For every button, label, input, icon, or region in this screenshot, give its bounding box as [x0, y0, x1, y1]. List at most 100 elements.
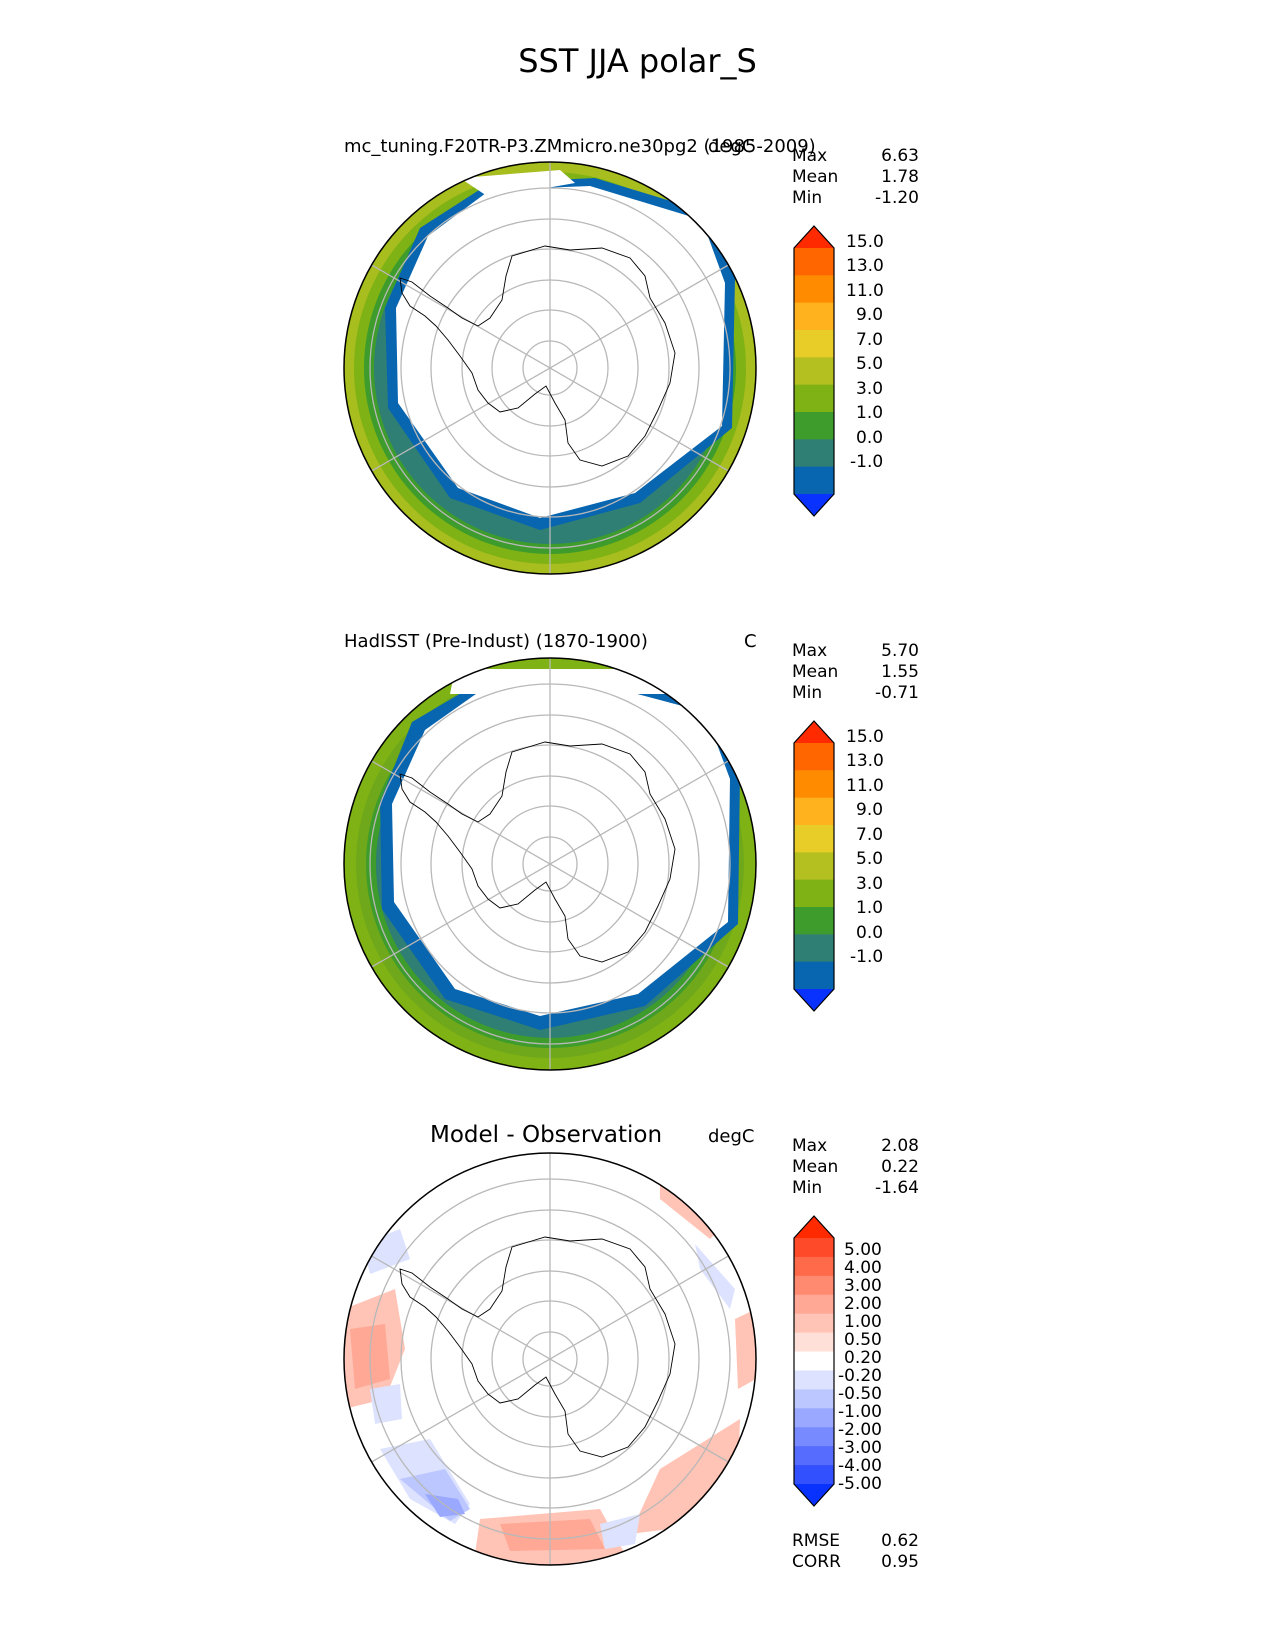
colorbar-tick-label: -1.0 — [850, 452, 884, 472]
panel-2-stats: Max 5.70 Mean 1.55 Min -0.71 — [792, 641, 919, 704]
colorbar-band — [794, 1313, 834, 1334]
panel-1-polar-map — [343, 161, 757, 575]
colorbar-band — [794, 1446, 834, 1466]
diff-anomaly-negative — [370, 1384, 402, 1424]
stat-label: Max — [792, 146, 828, 166]
colorbar-tick-label: 3.00 — [844, 1276, 882, 1296]
panel-2-polar-map — [343, 657, 757, 1071]
panel-3-polar-map — [343, 1152, 757, 1566]
colorbar-tick-label: 4.00 — [844, 1258, 882, 1278]
colorbar-band — [794, 961, 834, 990]
colorbar-band — [794, 302, 834, 331]
stat-value: 1.55 — [881, 662, 919, 682]
colorbar-band — [794, 1408, 834, 1428]
stat-label: Min — [792, 1178, 823, 1198]
stat-label: Mean — [792, 662, 839, 682]
colorbar-band — [794, 934, 834, 963]
map-boundary — [343, 657, 757, 1071]
colorbar-tick-label: 13.0 — [846, 751, 884, 771]
colorbar-tick-label: 7.0 — [856, 825, 884, 845]
panel-2-colorbar — [793, 720, 835, 1012]
colorbar-tick-label: -0.20 — [838, 1366, 882, 1386]
graticule — [369, 1153, 731, 1565]
colorbar-extend-min — [794, 989, 834, 1011]
colorbar-tick-label: -5.00 — [838, 1474, 882, 1494]
colorbar-tick-label: 1.0 — [856, 403, 884, 423]
colorbar-band — [794, 412, 834, 440]
antarctica-coastline — [399, 741, 676, 963]
colorbar-tick-label: 5.00 — [844, 1240, 882, 1260]
panel-2-units: C — [744, 631, 757, 652]
colorbar-tick-label: 5.0 — [856, 354, 884, 374]
colorbar-tick-label: 11.0 — [846, 776, 884, 796]
colorbar-tick-label: 0.20 — [844, 1348, 882, 1368]
colorbar-tick-label: -1.00 — [838, 1402, 882, 1422]
colorbar-band — [794, 1370, 834, 1390]
colorbar-band — [794, 275, 834, 304]
stat-value: 5.70 — [881, 641, 919, 661]
panel-3-colorbar — [793, 1215, 835, 1507]
colorbar-tick-label: 11.0 — [846, 281, 884, 301]
colorbar-tick-label: 3.0 — [856, 874, 884, 894]
sea-ice-region — [450, 669, 680, 694]
colorbar-band — [794, 439, 834, 468]
stat-label: Min — [792, 683, 823, 703]
metric-label: RMSE — [792, 1531, 841, 1551]
colorbar-tick-label: 0.50 — [844, 1330, 882, 1350]
metric-label: CORR — [792, 1552, 841, 1572]
diff-anomaly-positive — [500, 1519, 605, 1551]
figure-title: SST JJA polar_S — [518, 42, 757, 80]
colorbar-extend-min — [794, 1484, 834, 1506]
colorbar-outline — [793, 720, 835, 1012]
colorbar-band — [794, 825, 834, 853]
colorbar-tick-label: -1.0 — [850, 947, 884, 967]
stat-label: Max — [792, 641, 828, 661]
colorbar-band — [794, 743, 834, 771]
colorbar-tick-label: -4.00 — [838, 1456, 882, 1476]
colorbar-extend-max — [794, 226, 834, 248]
stat-label: Mean — [792, 167, 839, 187]
colorbar-band — [794, 1427, 834, 1447]
stat-label: Min — [792, 188, 823, 208]
colorbar-tick-label: 0.0 — [856, 923, 884, 943]
stat-value: 6.63 — [881, 146, 919, 166]
panel-1-stats: Max 6.63 Mean 1.78 Min -1.20 — [792, 146, 919, 209]
metric-value: 0.95 — [881, 1552, 919, 1572]
colorbar-tick-label: 15.0 — [846, 232, 884, 252]
colorbar-tick-label: -0.50 — [838, 1384, 882, 1404]
stat-value: 0.22 — [881, 1157, 919, 1177]
stat-label: Mean — [792, 1157, 839, 1177]
stat-value: -1.20 — [875, 188, 919, 208]
colorbar-outline — [793, 1215, 835, 1507]
colorbar-outline — [793, 225, 835, 517]
diff-anomaly-negative — [695, 1244, 735, 1309]
colorbar-tick-label: 13.0 — [846, 256, 884, 276]
colorbar-band — [794, 852, 834, 881]
colorbar-extend-min — [794, 494, 834, 516]
stat-label: Max — [792, 1136, 828, 1156]
colorbar-tick-label: 2.00 — [844, 1294, 882, 1314]
colorbar-tick-label: 5.0 — [856, 849, 884, 869]
colorbar-band — [794, 1256, 834, 1277]
colorbar-band — [794, 797, 834, 826]
colorbar-band — [794, 1389, 834, 1409]
colorbar-band — [794, 879, 834, 908]
colorbar-tick-label: 7.0 — [856, 330, 884, 350]
colorbar-band — [794, 357, 834, 386]
colorbar-band — [794, 1294, 834, 1315]
colorbar-extend-max — [794, 721, 834, 743]
stat-value: 1.78 — [881, 167, 919, 187]
diff-anomaly-positive — [630, 1419, 740, 1534]
graticule — [369, 162, 731, 574]
panel-2-colorbar-ticks: 15.0 13.0 11.0 9.0 7.0 5.0 3.0 1.0 0.0 -… — [842, 727, 922, 997]
map-boundary — [343, 161, 757, 575]
panel-1-colorbar — [793, 225, 835, 517]
colorbar-band — [794, 248, 834, 276]
panel-2-left-title: HadISST (Pre-Indust) (1870-1900) — [344, 631, 648, 652]
panel-3-stats: Max 2.08 Mean 0.22 Min -1.64 — [792, 1136, 919, 1199]
stat-value: 2.08 — [881, 1136, 919, 1156]
antarctica-coastline — [399, 245, 676, 467]
diff-anomaly-positive — [735, 1309, 756, 1389]
colorbar-band — [794, 907, 834, 935]
antarctica-coastline — [399, 1236, 676, 1458]
